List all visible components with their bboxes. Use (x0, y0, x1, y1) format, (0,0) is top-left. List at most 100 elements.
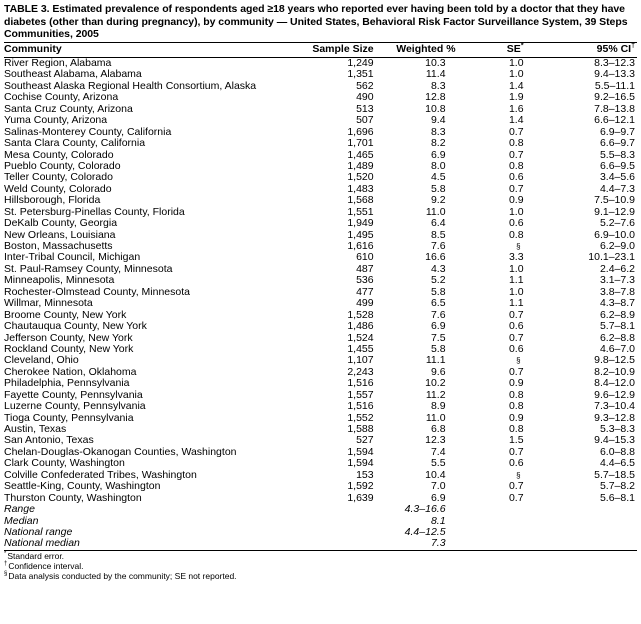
sample-size-cell: 1,524 (347, 331, 374, 344)
community-cell: Mesa County, Colorado (4, 148, 114, 161)
empty-cell (299, 504, 374, 515)
community-cell: Teller County, Colorado (4, 171, 113, 184)
table-row: Hillsborough, Florida 1,568 9.2 0.9 7.5–10.9 (4, 195, 637, 206)
table-row: Cochise County, Arizona 490 12.8 1.9 9.2–16.… (4, 92, 637, 103)
se-cell: 1.0 (508, 262, 524, 275)
table-row: Salinas-Monterey County, California 1,696… (4, 126, 637, 137)
ci-cell: 3.8–7.8 (599, 285, 635, 298)
sample-size-cell: 536 (356, 274, 374, 287)
weighted-pct-cell: 5.8 (430, 182, 446, 195)
summary-row: National range 4.4–12.5 (4, 525, 637, 538)
table-row: Boston, Massachusetts 1,616 7.6 § 6.2–9.0 (4, 240, 637, 252)
document: TABLE 3. Estimated prevalence of respond… (4, 3, 637, 581)
se-cell: 0.6 (508, 171, 524, 184)
community-cell: Seattle-King, County, Washington (4, 480, 161, 493)
col-community-header: Community (4, 41, 299, 58)
summary-label: Median (4, 514, 39, 527)
footnote: *Standard error. (4, 551, 637, 561)
se-cell: 0.8 (508, 159, 524, 172)
ci-cell: 9.8–12.5 (594, 354, 635, 367)
empty-cell (461, 527, 538, 538)
col-ci-header: 95% CI† (537, 41, 637, 58)
sample-size-cell: 610 (356, 251, 374, 264)
weighted-pct-cell: 11.2 (425, 388, 446, 401)
summary-value: 8.1 (430, 514, 446, 527)
sample-size-cell: 1,594 (347, 445, 374, 458)
se-cell: 1.0 (508, 285, 524, 298)
summary-row: Range 4.3–16.6 (4, 503, 637, 516)
summary-value: 4.4–12.5 (404, 525, 446, 538)
ci-cell: 8.2–10.9 (594, 365, 635, 378)
weighted-pct-cell: 6.9 (430, 148, 446, 161)
community-cell: Pueblo County, Colorado (4, 159, 121, 172)
community-cell: Luzerne County, Pennsylvania (4, 400, 146, 413)
weighted-pct-cell: 5.8 (430, 342, 446, 355)
sample-size-cell: 1,516 (347, 377, 374, 390)
sample-size-cell: 1,486 (347, 320, 374, 333)
se-cell: 0.8 (508, 423, 524, 435)
table-row: St. Paul-Ramsey County, Minnesota 487 4.3 1… (4, 262, 637, 275)
weighted-pct-cell: 7.0 (430, 480, 446, 493)
summary-value: 4.3–16.6 (404, 503, 446, 516)
sample-size-cell: 2,243 (347, 365, 374, 378)
sample-size-cell: 499 (356, 297, 374, 310)
sample-size-cell: 1,528 (347, 308, 374, 321)
se-cell: 0.7 (508, 331, 524, 344)
sample-size-cell: 1,588 (347, 423, 374, 435)
se-cell: 0.7 (508, 480, 524, 493)
empty-cell (299, 515, 374, 526)
sample-size-cell: 1,516 (347, 400, 374, 413)
ci-cell: 6.6–12.1 (594, 114, 635, 127)
community-cell: Philadelphia, Pennsylvania (4, 377, 130, 390)
table-row: New Orleans, Louisiana 1,495 8.5 0.8 6.9–10.… (4, 229, 637, 240)
weighted-pct-cell: 9.2 (430, 194, 446, 207)
ci-cell: 7.3–10.4 (594, 400, 635, 413)
community-cell: Chautauqua County, New York (4, 320, 147, 333)
ci-cell: 4.6–7.0 (599, 342, 635, 355)
ci-cell: 7.8–13.8 (594, 102, 635, 115)
weighted-pct-cell: 12.8 (425, 91, 446, 104)
empty-cell (461, 515, 538, 526)
footnote: †Confidence interval. (4, 561, 637, 571)
weighted-pct-cell: 5.5 (430, 457, 446, 470)
se-cell: 0.8 (508, 137, 524, 150)
weighted-pct-cell: 6.4 (430, 217, 446, 230)
summary-row: Median 8.1 (4, 515, 637, 526)
table-row: St. Petersburg-Pinellas County, Florida 1… (4, 206, 637, 217)
weighted-pct-cell: 5.8 (430, 285, 446, 298)
weighted-pct-cell: 11.0 (425, 411, 446, 424)
community-cell: Jefferson County, New York (4, 331, 133, 344)
weighted-pct-cell: 11.1 (425, 354, 446, 367)
weighted-pct-cell: 10.2 (425, 377, 446, 390)
empty-cell (538, 527, 637, 538)
weighted-pct-cell: 7.6 (430, 240, 446, 252)
community-cell: Thurston County, Washington (4, 491, 142, 504)
header-row: Community Sample Size Weighted % SE* 95%… (4, 41, 637, 58)
ci-cell: 6.9–9.7 (599, 125, 635, 138)
community-cell: Rockland County, New York (4, 342, 134, 355)
weighted-pct-cell: 10.3 (425, 57, 446, 69)
empty-cell (298, 538, 374, 551)
ci-cell: 6.6–9.7 (599, 137, 635, 150)
weighted-pct-cell: 8.3 (430, 125, 446, 138)
table-row: Inter-Tribal Council, Michigan 610 16.6 3.3… (4, 252, 637, 263)
ci-footnote-mark: † (631, 42, 635, 50)
se-cell: § (516, 470, 521, 480)
table-row: DeKalb County, Georgia 1,949 6.4 0.6 5.2–7.6 (4, 217, 637, 230)
empty-cell (460, 538, 538, 551)
table-title: TABLE 3. Estimated prevalence of respond… (4, 3, 628, 41)
ci-cell: 9.4–15.3 (594, 434, 635, 447)
footnote-mark: § (4, 571, 8, 578)
footnote-text: Confidence interval. (8, 560, 84, 571)
ci-cell: 4.3–8.7 (599, 297, 635, 310)
sample-size-cell: 1,557 (347, 388, 374, 401)
sample-size-cell: 1,520 (347, 171, 374, 184)
weighted-pct-cell: 8.9 (430, 400, 446, 413)
sample-size-cell: 527 (356, 434, 374, 447)
footnotes: *Standard error. †Confidence interval. §Da… (4, 551, 637, 582)
community-cell: Southeast Alaska Regional Health Consort… (4, 79, 257, 92)
ci-cell: 5.5–8.3 (599, 148, 635, 161)
ci-cell: 2.4–6.2 (599, 262, 635, 275)
sample-size-cell: 1,107 (347, 354, 374, 367)
community-cell: Fayette County, Pennsylvania (4, 388, 143, 401)
